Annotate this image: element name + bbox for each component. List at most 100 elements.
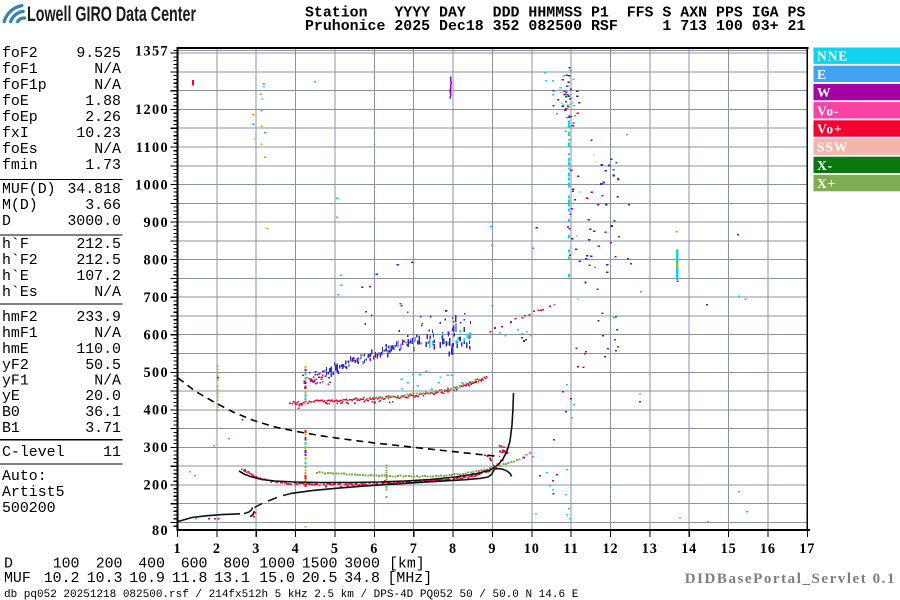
svg-text:SSW: SSW: [817, 140, 848, 155]
svg-text:foF1p: foF1p: [2, 78, 47, 94]
svg-text:yF2: yF2: [2, 358, 29, 374]
svg-text:50.5: 50.5: [85, 358, 121, 374]
svg-text:N/A: N/A: [94, 78, 121, 94]
svg-text:Station YYYY DAY DDD HHMMS: Station YYYY DAY DDD HHMMSS P1 FFS S AXN…: [305, 6, 805, 22]
svg-text:700: 700: [144, 290, 169, 306]
svg-text:Vo-: Vo-: [817, 103, 839, 118]
svg-text:M(D): M(D): [2, 198, 38, 214]
svg-text:Vo+: Vo+: [817, 122, 843, 137]
svg-text:107.2: 107.2: [76, 269, 121, 285]
svg-text:11: 11: [103, 445, 121, 461]
svg-text:MUF: MUF: [4, 571, 31, 587]
svg-text:X-: X-: [817, 158, 833, 173]
svg-text:N/A: N/A: [94, 142, 121, 158]
svg-text:300: 300: [144, 440, 169, 456]
svg-text:900: 900: [144, 215, 169, 231]
svg-text:16: 16: [760, 541, 776, 557]
svg-text:E: E: [817, 67, 827, 82]
svg-text:9.525: 9.525: [76, 46, 121, 62]
svg-text:D: D: [2, 214, 11, 230]
svg-text:800: 800: [223, 557, 250, 573]
svg-text:N/A: N/A: [94, 326, 121, 342]
svg-text:foEp: foEp: [2, 110, 38, 126]
svg-text:233.9: 233.9: [76, 310, 121, 326]
svg-text:1.88: 1.88: [85, 94, 121, 110]
svg-text:3: 3: [252, 541, 260, 557]
svg-text:1500: 1500: [302, 557, 338, 573]
svg-text:C-level: C-level: [2, 445, 65, 461]
svg-text:15: 15: [721, 541, 737, 557]
svg-text:10.23: 10.23: [76, 126, 121, 142]
svg-text:110.0: 110.0: [76, 342, 121, 358]
svg-text:W: W: [817, 85, 831, 100]
svg-text:200: 200: [96, 557, 123, 573]
svg-text:B0: B0: [2, 405, 20, 421]
svg-text:11: 11: [563, 541, 578, 557]
svg-text:foE: foE: [2, 94, 29, 110]
svg-text:hmE: hmE: [2, 342, 29, 358]
svg-text:10.3: 10.3: [87, 571, 123, 587]
svg-text:36.1: 36.1: [85, 405, 121, 421]
svg-text:1100: 1100: [136, 140, 169, 156]
svg-text:1.73: 1.73: [85, 158, 121, 174]
svg-text:fmin: fmin: [2, 158, 38, 174]
svg-text:80: 80: [152, 523, 169, 539]
svg-text:500: 500: [144, 365, 169, 381]
svg-text:h`Es: h`Es: [2, 285, 38, 301]
svg-text:10.2: 10.2: [44, 571, 80, 587]
svg-text:[km]: [km]: [389, 557, 425, 573]
svg-text:13.1: 13.1: [214, 571, 250, 587]
svg-text:3.66: 3.66: [85, 198, 121, 214]
svg-text:4: 4: [292, 541, 300, 557]
svg-text:D: D: [4, 557, 13, 573]
svg-text:Artist5: Artist5: [2, 485, 65, 501]
svg-text:5: 5: [331, 541, 339, 557]
svg-text:N/A: N/A: [94, 62, 121, 78]
svg-text:NNE: NNE: [817, 49, 848, 64]
svg-text:Lowell GIRO Data Center: Lowell GIRO Data Center: [27, 3, 196, 26]
svg-text:10: 10: [524, 541, 540, 557]
svg-text:34.8: 34.8: [344, 571, 380, 587]
svg-text:3.71: 3.71: [85, 421, 121, 437]
svg-text:foEs: foEs: [2, 142, 38, 158]
svg-text:400: 400: [144, 403, 169, 419]
svg-text:B1: B1: [2, 421, 20, 437]
svg-text:500200: 500200: [2, 501, 56, 517]
svg-text:N/A: N/A: [94, 285, 121, 301]
svg-text:10.9: 10.9: [129, 571, 165, 587]
svg-text:2: 2: [213, 541, 221, 557]
svg-text:Auto:: Auto:: [2, 469, 47, 485]
svg-text:34.818: 34.818: [67, 182, 121, 198]
svg-text:X+: X+: [817, 176, 836, 191]
svg-text:foF1: foF1: [2, 62, 38, 78]
svg-text:600: 600: [144, 328, 169, 344]
svg-text:13: 13: [642, 541, 658, 557]
svg-text:8: 8: [449, 541, 457, 557]
svg-text:9: 9: [488, 541, 496, 557]
svg-text:DIDBasePortal_Servlet 0.1: DIDBasePortal_Servlet 0.1: [685, 571, 896, 587]
svg-text:3000: 3000: [344, 557, 380, 573]
svg-text:6: 6: [370, 541, 378, 557]
svg-text:h`F: h`F: [2, 237, 29, 253]
svg-text:7: 7: [410, 541, 418, 557]
svg-text:17: 17: [799, 541, 815, 557]
svg-text:3000.0: 3000.0: [67, 214, 121, 230]
svg-text:200: 200: [144, 478, 169, 494]
svg-text:15.0: 15.0: [259, 571, 295, 587]
svg-text:MUF(D): MUF(D): [2, 182, 56, 198]
svg-text:1200: 1200: [135, 102, 169, 118]
svg-text:yE: yE: [2, 389, 20, 405]
svg-text:hmF2: hmF2: [2, 310, 38, 326]
svg-text:1357: 1357: [135, 43, 169, 59]
svg-text:14: 14: [681, 541, 697, 557]
svg-text:212.5: 212.5: [76, 253, 121, 269]
svg-text:db pq052 20251218 082500.rsf /: db pq052 20251218 082500.rsf / 214fx512h…: [4, 589, 579, 600]
svg-text:h`E: h`E: [2, 269, 29, 285]
svg-text:foF2: foF2: [2, 46, 38, 62]
svg-text:600: 600: [181, 557, 208, 573]
svg-text:212.5: 212.5: [76, 237, 121, 253]
svg-text:100: 100: [53, 557, 80, 573]
svg-text:fxI: fxI: [2, 126, 29, 142]
svg-text:1000: 1000: [259, 557, 295, 573]
svg-text:2.26: 2.26: [85, 110, 121, 126]
